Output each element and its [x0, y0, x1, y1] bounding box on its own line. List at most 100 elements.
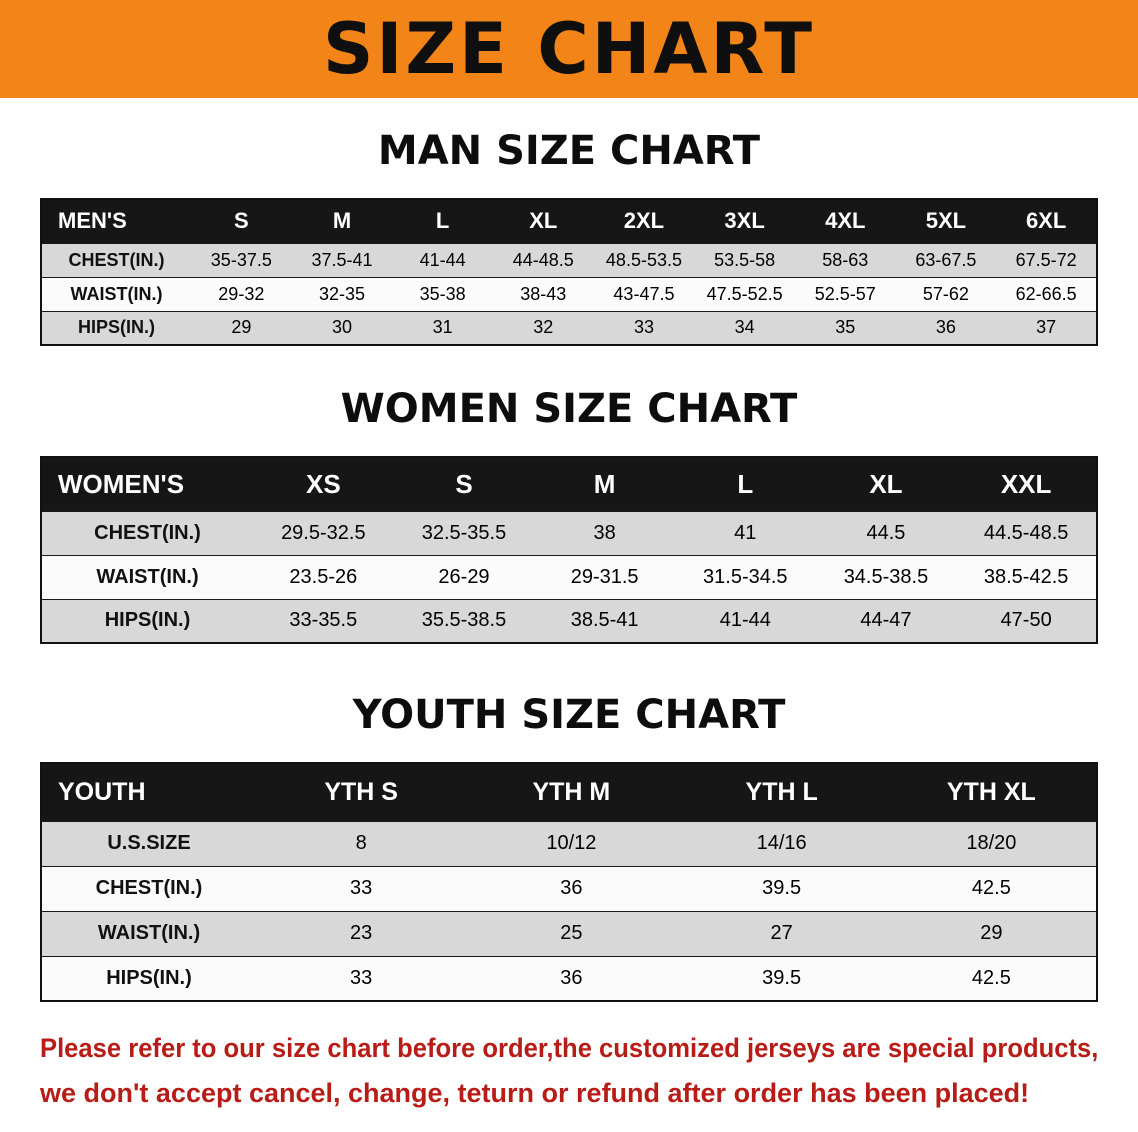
value-cell: 36 [466, 865, 677, 912]
column-header: YTH XL [886, 762, 1097, 822]
value-cell: 29 [886, 910, 1097, 957]
column-header: YTH S [256, 762, 467, 822]
value-cell: 39.5 [676, 865, 887, 912]
column-header: 6XL [996, 198, 1097, 244]
women-size-table: WOMEN'S XS S M L XL XXL CHEST(IN.) 29.5-… [40, 456, 1098, 644]
row-label: CHEST(IN.) [41, 510, 253, 556]
value-cell: 36 [466, 955, 677, 1002]
banner-title: SIZE CHART [322, 8, 816, 90]
women-section-heading: WOMEN SIZE CHART [340, 386, 798, 432]
value-cell: 48.5-53.5 [593, 242, 695, 278]
column-header: S [191, 198, 292, 244]
value-cell: 41-44 [674, 598, 816, 644]
man-section-heading: MAN SIZE CHART [377, 128, 761, 174]
value-cell: 33 [256, 865, 467, 912]
row-label: WAIST(IN.) [41, 276, 191, 312]
row-label: HIPS(IN.) [41, 598, 253, 644]
value-cell: 38.5-41 [534, 598, 675, 644]
value-cell: 29-31.5 [534, 554, 675, 600]
column-header: XL [492, 198, 594, 244]
column-header: S [393, 456, 535, 512]
women-chest-row: CHEST(IN.) 29.5-32.5 32.5-35.5 38 41 44.… [41, 510, 1097, 556]
value-cell: 35.5-38.5 [393, 598, 535, 644]
row-label: U.S.SIZE [41, 820, 256, 867]
value-cell: 38-43 [492, 276, 594, 312]
value-cell: 32.5-35.5 [393, 510, 535, 556]
value-cell: 53.5-58 [694, 242, 795, 278]
value-cell: 58-63 [794, 242, 896, 278]
column-header: XXL [956, 456, 1097, 512]
value-cell: 14/16 [676, 820, 887, 867]
row-label: HIPS(IN.) [41, 955, 256, 1002]
men-table-label: MEN'S [41, 198, 191, 244]
value-cell: 8 [256, 820, 467, 867]
row-label: CHEST(IN.) [41, 242, 191, 278]
column-header: M [291, 198, 393, 244]
value-cell: 47.5-52.5 [694, 276, 795, 312]
value-cell: 52.5-57 [794, 276, 896, 312]
value-cell: 29-32 [191, 276, 292, 312]
value-cell: 23 [256, 910, 467, 957]
value-cell: 42.5 [886, 865, 1097, 912]
youth-chest-row: CHEST(IN.) 33 36 39.5 42.5 [41, 865, 1097, 912]
value-cell: 42.5 [886, 955, 1097, 1002]
value-cell: 44-48.5 [492, 242, 594, 278]
column-header: YTH M [466, 762, 677, 822]
youth-ussize-row: U.S.SIZE 8 10/12 14/16 18/20 [41, 820, 1097, 867]
youth-header-row: YOUTH YTH S YTH M YTH L YTH XL [41, 762, 1097, 822]
value-cell: 44.5 [815, 510, 957, 556]
men-waist-row: WAIST(IN.) 29-32 32-35 35-38 38-43 43-47… [41, 276, 1097, 312]
women-header-row: WOMEN'S XS S M L XL XXL [41, 456, 1097, 512]
men-header-row: MEN'S S M L XL 2XL 3XL 4XL 5XL 6XL [41, 198, 1097, 244]
value-cell: 34.5-38.5 [815, 554, 957, 600]
youth-table-label: YOUTH [41, 762, 256, 822]
value-cell: 44-47 [815, 598, 957, 644]
value-cell: 35 [794, 310, 896, 346]
value-cell: 33 [256, 955, 467, 1002]
column-header: 4XL [794, 198, 896, 244]
value-cell: 23.5-26 [253, 554, 394, 600]
value-cell: 18/20 [886, 820, 1097, 867]
value-cell: 35-37.5 [191, 242, 292, 278]
youth-section-heading: YOUTH SIZE CHART [352, 692, 786, 738]
youth-hips-row: HIPS(IN.) 33 36 39.5 42.5 [41, 955, 1097, 1002]
column-header: XS [253, 456, 394, 512]
row-label: WAIST(IN.) [41, 554, 253, 600]
column-header: L [674, 456, 816, 512]
column-header: 3XL [694, 198, 795, 244]
column-header: 2XL [593, 198, 695, 244]
value-cell: 63-67.5 [895, 242, 997, 278]
youth-waist-row: WAIST(IN.) 23 25 27 29 [41, 910, 1097, 957]
value-cell: 62-66.5 [996, 276, 1097, 312]
disclaimer-line-2: we don't accept cancel, change, teturn o… [40, 1078, 1030, 1108]
value-cell: 31.5-34.5 [674, 554, 816, 600]
disclaimer-line-1: Please refer to our size chart before or… [40, 1033, 1099, 1063]
value-cell: 41 [674, 510, 816, 556]
value-cell: 29.5-32.5 [253, 510, 394, 556]
value-cell: 36 [895, 310, 997, 346]
column-header: XL [815, 456, 957, 512]
row-label: HIPS(IN.) [41, 310, 191, 346]
value-cell: 67.5-72 [996, 242, 1097, 278]
value-cell: 35-38 [392, 276, 493, 312]
value-cell: 44.5-48.5 [956, 510, 1097, 556]
value-cell: 25 [466, 910, 677, 957]
column-header: M [534, 456, 675, 512]
size-chart-banner: SIZE CHART [0, 0, 1138, 98]
value-cell: 30 [291, 310, 393, 346]
youth-size-table: YOUTH YTH S YTH M YTH L YTH XL U.S.SIZE … [40, 762, 1098, 1002]
value-cell: 38 [534, 510, 675, 556]
value-cell: 37.5-41 [291, 242, 393, 278]
value-cell: 31 [392, 310, 493, 346]
value-cell: 38.5-42.5 [956, 554, 1097, 600]
value-cell: 27 [676, 910, 887, 957]
value-cell: 47-50 [956, 598, 1097, 644]
men-chest-row: CHEST(IN.) 35-37.5 37.5-41 41-44 44-48.5… [41, 242, 1097, 278]
value-cell: 34 [694, 310, 795, 346]
value-cell: 33 [593, 310, 695, 346]
value-cell: 32 [492, 310, 594, 346]
women-table-label: WOMEN'S [41, 456, 253, 512]
column-header: 5XL [895, 198, 997, 244]
value-cell: 26-29 [393, 554, 535, 600]
row-label: WAIST(IN.) [41, 910, 256, 957]
